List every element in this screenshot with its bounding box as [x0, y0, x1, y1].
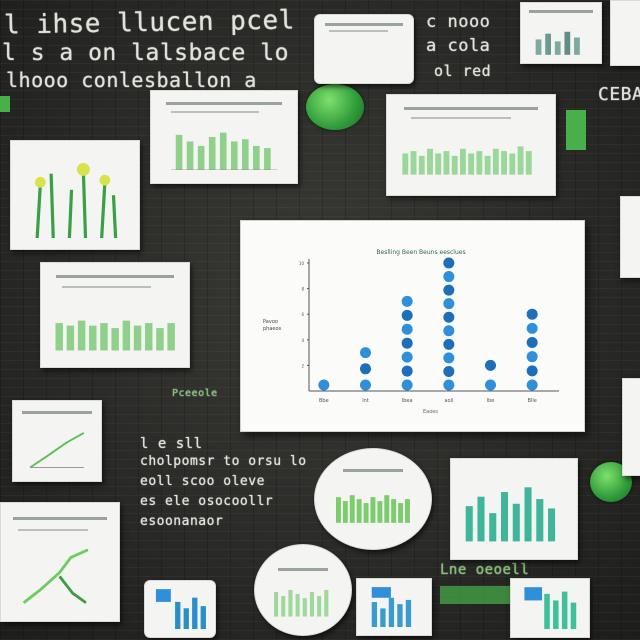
x-tick-label: Bbe — [319, 398, 329, 404]
green-accent-bar-2 — [0, 96, 10, 112]
data-point — [526, 365, 538, 377]
chalk-bottom-right: Lne oeoell — [440, 562, 530, 578]
data-point — [443, 284, 455, 296]
chalk-right-top-1: c nooo — [426, 12, 491, 32]
text-bar-card — [40, 262, 190, 368]
data-point — [443, 338, 455, 350]
line-chart-card-large — [0, 502, 120, 622]
plant-photo-card — [10, 140, 140, 250]
blue-bar-card — [144, 580, 216, 638]
chalk-right-top-3: ol red — [434, 62, 492, 80]
x-tick-label: Blle — [528, 398, 537, 404]
y-tick-label: 6 — [301, 312, 304, 317]
data-point — [443, 379, 455, 391]
data-point — [443, 365, 455, 377]
teal-bar-card — [450, 458, 578, 560]
chart-title: Beslling Been Beuns eesclues — [376, 249, 466, 256]
x-tick-label: aoll — [444, 398, 453, 404]
x-tick-label: Ibea — [402, 398, 413, 404]
data-point — [401, 379, 413, 391]
data-point — [401, 337, 413, 349]
chalk-small-green: Pceeole — [172, 388, 218, 399]
y-tick-label: 4 — [301, 338, 304, 343]
line-chart-card — [12, 400, 102, 482]
chalk-corner: CEBA — [598, 84, 640, 105]
main-chart-card: Beslling Been Beuns eesclues Pavoo phaeo… — [240, 220, 585, 432]
data-point — [485, 359, 496, 371]
y-axis-label: Pavoo phaeos — [263, 319, 282, 332]
edge-card-right-2 — [622, 378, 640, 476]
chalk-mid-left-4: es ele osocoollr — [140, 494, 274, 509]
data-point — [443, 311, 455, 323]
x-tick-label: Ibe — [487, 398, 495, 404]
teal-bar-card-2 — [510, 578, 590, 638]
chalk-line-3: lhooo conlesballon a — [6, 68, 257, 92]
chalk-mid-left-1: l e sll — [140, 436, 203, 452]
data-point — [526, 351, 538, 363]
y-tick-label: 10 — [299, 261, 305, 266]
mini-bar-card-green — [150, 90, 298, 184]
edge-card-right — [620, 196, 640, 278]
x-axis-label: Eaoes — [423, 409, 438, 415]
data-point — [318, 379, 330, 391]
green-accent-bar-3 — [440, 586, 530, 604]
data-point — [401, 365, 413, 377]
chalk-line-2: l s a on lalsbace lo — [2, 40, 289, 66]
note-card — [314, 14, 414, 84]
data-point — [443, 271, 455, 283]
data-point — [526, 322, 538, 334]
data-point — [360, 363, 371, 375]
data-point — [485, 379, 496, 391]
chalk-mid-left-2: cholpomsr to orsu lo — [140, 454, 307, 469]
plant-icon — [306, 84, 364, 130]
round-card-bottom — [254, 544, 352, 636]
x-tick-label: Int — [362, 398, 369, 404]
round-bar-card — [314, 448, 432, 550]
wide-bar-card — [386, 94, 556, 196]
data-point — [401, 295, 413, 307]
main-chart-plot: 2 4 6 8 10 Bbe Int Ibea aoll Ibe Blle — [299, 257, 559, 404]
data-point — [443, 257, 455, 269]
chalk-line-1: l ihse llucen pcel dleny — [3, 5, 295, 41]
y-tick-label: 2 — [301, 363, 304, 368]
chalk-right-top-2: a cola — [426, 36, 491, 56]
chalk-mid-left-5: esoonanaor — [140, 514, 224, 529]
data-point — [360, 347, 371, 359]
blue-bar-card-2 — [356, 578, 432, 636]
data-point — [360, 379, 371, 391]
green-accent-bar — [566, 110, 586, 150]
y-tick-label: 8 — [301, 287, 304, 292]
data-point — [401, 309, 413, 321]
data-point — [526, 337, 538, 349]
data-point — [401, 323, 413, 335]
data-point — [443, 298, 455, 310]
data-point — [401, 351, 413, 363]
data-point — [526, 379, 538, 391]
data-point — [526, 308, 538, 320]
data-point — [443, 325, 455, 337]
edge-card-right-3 — [610, 0, 640, 66]
mini-bar-card — [520, 2, 602, 64]
data-point — [443, 352, 455, 364]
chalk-mid-left-3: eoll scoo oleve — [140, 474, 265, 489]
